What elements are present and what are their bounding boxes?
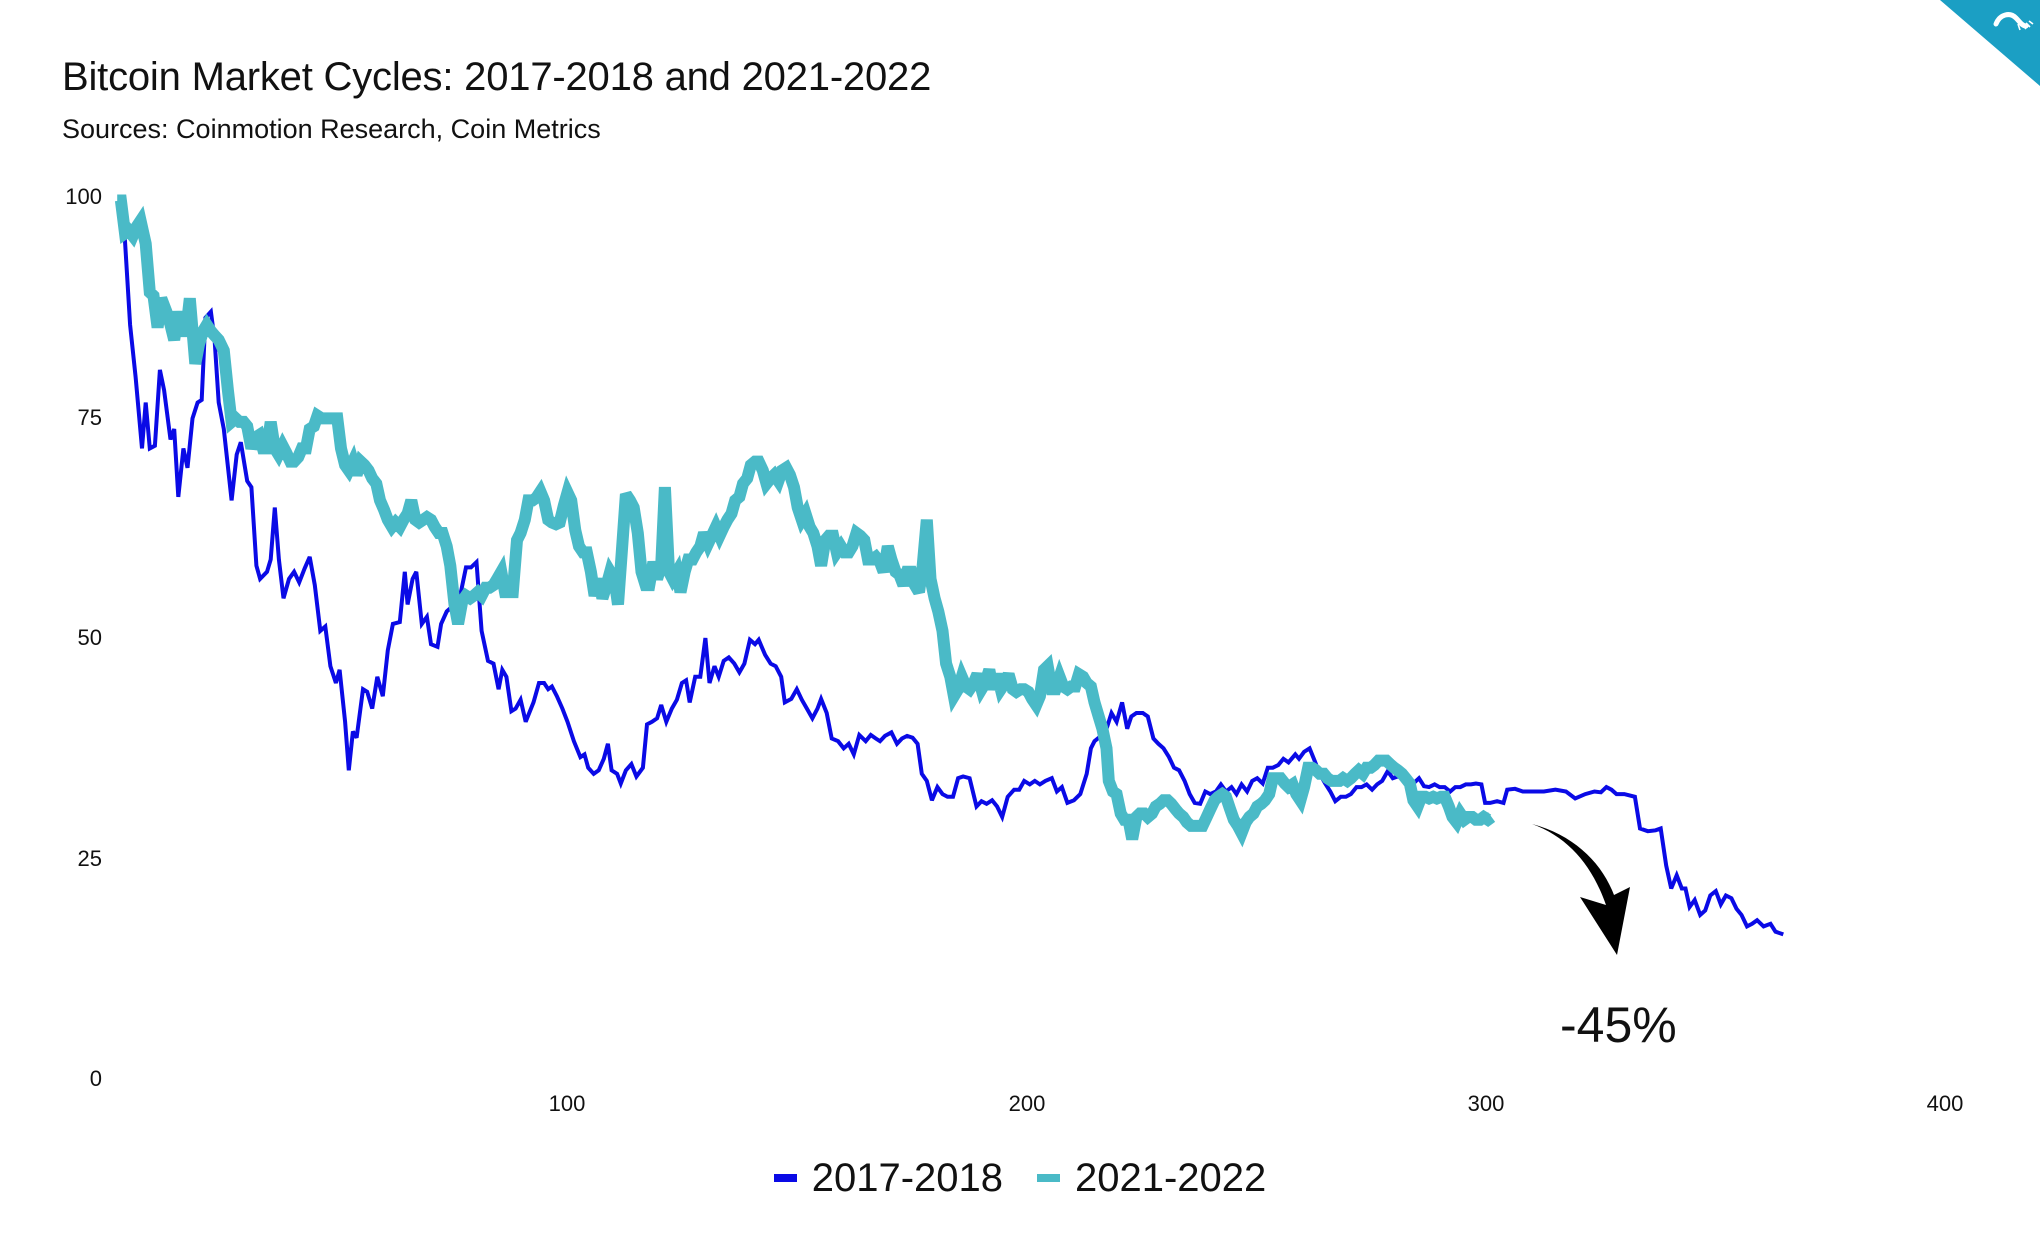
y-tick-label: 75 [77, 405, 102, 430]
y-tick-label: 50 [77, 625, 102, 650]
x-tick-label: 200 [1008, 1091, 1046, 1116]
legend-item-2017-2018[interactable]: 2017-2018 [773, 1150, 1003, 1206]
x-tick-label: 100 [548, 1091, 586, 1116]
y-tick-label: 100 [65, 184, 102, 209]
y-tick-label: 0 [89, 1066, 102, 1091]
legend-swatch-teal [1037, 1174, 1060, 1182]
chart-title: Bitcoin Market Cycles: 2017-2018 and 202… [62, 55, 932, 99]
brand-logo-icon [1940, 0, 2040, 86]
legend: 2017-2018 2021-2022 [0, 1150, 2040, 1206]
legend-label: 2021-2022 [1075, 1156, 1267, 1200]
x-tick-label: 300 [1467, 1091, 1505, 1116]
y-tick-label: 25 [77, 846, 102, 871]
curved-arrow-down-icon [1532, 824, 1630, 955]
legend-label: 2017-2018 [811, 1156, 1003, 1200]
series-line-2021-2022 [114, 194, 1496, 848]
series-line-2017-2018 [118, 200, 1784, 937]
chart-subtitle: Sources: Coinmotion Research, Coin Metri… [62, 114, 601, 144]
decline-annotation: -45% [1560, 997, 1677, 1053]
corner-ribbon [1940, 0, 2040, 86]
x-tick-label: 400 [1926, 1091, 1964, 1116]
legend-swatch-blue [773, 1174, 797, 1182]
legend-item-2021-2022[interactable]: 2021-2022 [1037, 1150, 1266, 1206]
